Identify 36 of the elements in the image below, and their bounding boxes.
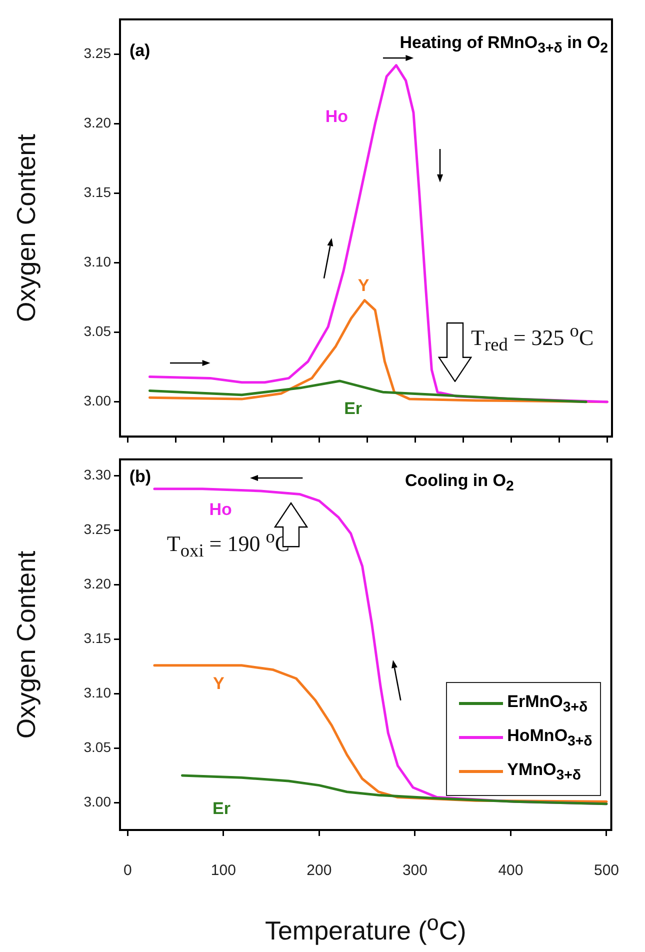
y-tick-label: 3.25 — [84, 45, 112, 62]
y-tick-label: 3.10 — [84, 254, 112, 270]
x-tick-label: 400 — [498, 862, 524, 880]
y-tick-label: 3.05 — [84, 323, 112, 340]
y-tick-label: 3.15 — [84, 184, 112, 200]
annotation: Er — [212, 799, 230, 820]
annotation: T$_{red}$ = 325 $^{o}$C — [471, 320, 594, 356]
y-tick-label: 3.00 — [84, 392, 112, 409]
y-tick-label: 3.05 — [84, 739, 112, 756]
y-tick-label: 3.30 — [84, 466, 112, 483]
y-axis-title: Oxygen Content — [10, 133, 41, 322]
y-tick-label: 3.00 — [84, 794, 112, 810]
x-tick-label: 100 — [210, 862, 236, 880]
annotation: Er — [344, 398, 362, 419]
annotation: Ho — [209, 500, 232, 520]
y-tick-label: 3.20 — [84, 114, 112, 131]
y-tick-label: 3.20 — [84, 576, 112, 592]
y-tick-label: 3.15 — [84, 630, 112, 646]
x-tick-label: 300 — [402, 862, 428, 880]
annotation: Y — [212, 674, 224, 694]
annotation: Y — [358, 276, 370, 296]
text: (a) — [129, 41, 150, 62]
x-tick-label: 0 — [123, 862, 132, 880]
text: (b) — [129, 467, 152, 488]
legend-label: HoMnO$_{3+δ}$ — [507, 726, 592, 750]
text: Heating of RMnO$_{3+δ}$ in O$_{2}$ — [400, 33, 608, 57]
text: Cooling in O$_{2}$ — [404, 471, 514, 495]
y-axis-title: Oxygen Content — [10, 550, 41, 739]
y-tick-label: 3.10 — [84, 684, 112, 701]
legend-label: ErMnO$_{3+δ}$ — [507, 692, 588, 716]
x-axis-title: Temperature ($^{o}$C) — [264, 910, 466, 947]
x-tick-label: 200 — [306, 862, 332, 880]
annotation: Ho — [325, 106, 348, 127]
y-tick-label: 3.25 — [84, 521, 112, 538]
x-tick-label: 500 — [594, 862, 619, 880]
legend-label: YMnO$_{3+δ}$ — [507, 760, 581, 784]
